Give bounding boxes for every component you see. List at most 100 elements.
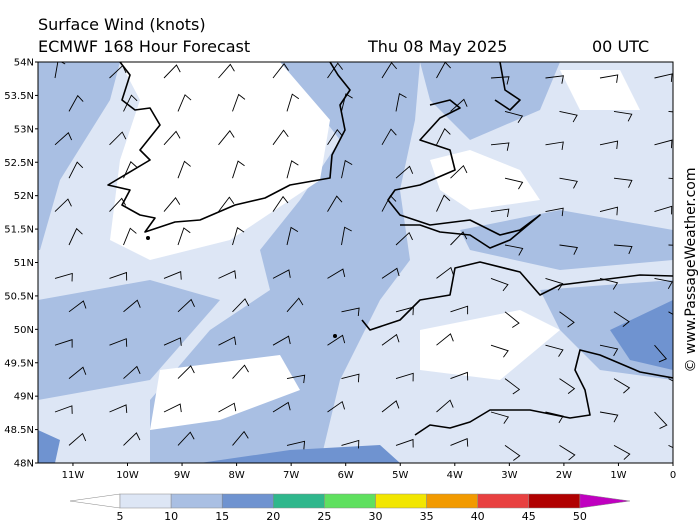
wind-barb	[395, 93, 407, 112]
coast-wales	[387, 99, 541, 249]
wind-barb	[436, 266, 454, 279]
wind-barb	[286, 226, 299, 246]
island-fastnet	[146, 236, 150, 240]
wind-barb	[654, 411, 668, 429]
colorbar-low	[69, 493, 121, 509]
wind-barb	[163, 403, 182, 413]
wind-barb	[654, 344, 668, 363]
lon-label: 0	[670, 470, 676, 481]
shade-strong	[610, 300, 673, 370]
wind-barb	[545, 141, 564, 150]
coast-brittany	[414, 349, 673, 436]
wind-barb	[218, 402, 237, 413]
wind-barb	[232, 298, 250, 313]
wind-barb	[436, 399, 454, 413]
wind-barb	[218, 270, 237, 279]
wind-barb	[232, 160, 245, 179]
colorbar-label: 5	[117, 510, 124, 523]
colorbar-label: 40	[471, 510, 485, 523]
wind-barb	[504, 445, 521, 461]
wind-barb	[177, 431, 195, 446]
wind-barb	[381, 333, 400, 346]
colorbar-segment	[528, 493, 581, 509]
wind-barb	[559, 445, 576, 461]
wind-barb	[123, 94, 138, 112]
wind-barb	[504, 177, 524, 190]
wind-barb	[436, 194, 451, 212]
wind-barb	[381, 128, 397, 146]
wind-barb	[163, 64, 181, 79]
shade-bristol	[460, 210, 673, 270]
lat-label: 49.5N	[4, 358, 34, 369]
wind-barb	[545, 411, 564, 424]
wind-barb	[177, 365, 195, 379]
lon-label: 11W	[62, 470, 85, 481]
wind-barb	[559, 311, 575, 328]
shade-calm-ne	[560, 70, 640, 110]
wind-barb	[613, 311, 630, 327]
wind-barb	[613, 445, 631, 460]
wind-barb	[490, 208, 510, 218]
wind-barb	[450, 98, 468, 112]
shade-irish-sea	[420, 62, 560, 140]
wind-barb	[218, 63, 235, 79]
wind-barb	[232, 93, 246, 112]
lat-label: 48N	[14, 459, 34, 470]
wind-barb	[341, 373, 360, 383]
wind-barb	[450, 438, 469, 447]
wind-barb	[68, 366, 87, 379]
wind-barb	[599, 344, 619, 357]
wind-barb	[504, 378, 521, 395]
wind-barb	[545, 344, 564, 357]
wind-barb	[654, 73, 673, 82]
wind-barb	[654, 277, 673, 290]
colorbar-segment	[170, 493, 223, 509]
wind-barb	[177, 94, 192, 112]
coast-cornwall	[361, 261, 673, 331]
colorbar-segment	[221, 493, 274, 509]
lat-label: 49N	[14, 392, 34, 403]
wind-barb	[123, 161, 138, 179]
colorbar: 5 10 15 20 25 30 35 40 45 50	[69, 493, 630, 523]
wind-barb	[54, 198, 72, 212]
coast-england-north	[494, 62, 521, 111]
wind-barb	[450, 305, 469, 315]
wind-barb	[450, 371, 469, 381]
shade-calm-s	[150, 355, 300, 430]
colorbar-segment	[426, 493, 478, 509]
wind-barb	[504, 311, 520, 328]
colorbar-high	[579, 493, 630, 509]
colorbar-label: 30	[369, 510, 383, 523]
colorbar-label: 25	[317, 510, 331, 523]
shade-southwest	[38, 280, 220, 400]
wind-barb	[341, 159, 353, 179]
wind-barb	[559, 177, 578, 189]
wind-barb	[613, 378, 631, 394]
lat-label: 48.5N	[4, 425, 34, 436]
wind-barb	[395, 306, 414, 316]
wind-barb	[54, 62, 66, 79]
wind-barb	[450, 164, 468, 179]
wind-barb	[68, 300, 87, 313]
wind-barb	[68, 432, 87, 446]
wind-barb	[272, 401, 291, 413]
wind-barb	[327, 62, 343, 79]
wind-barb	[504, 110, 524, 124]
wind-barb	[109, 271, 128, 281]
wind-barb	[613, 177, 633, 188]
wind-barb	[109, 131, 127, 146]
wind-barb	[123, 365, 141, 379]
wind-barb	[490, 411, 510, 424]
wind-barb	[654, 139, 673, 149]
wind-barb	[218, 196, 235, 212]
wind-barb	[286, 93, 300, 112]
wind-barb	[286, 374, 306, 384]
wind-barb	[381, 62, 398, 79]
wind-barbs	[54, 62, 673, 461]
shade-strong-s	[200, 445, 400, 463]
wind-barb	[272, 129, 289, 146]
wind-barb	[599, 140, 619, 150]
wind-barb	[68, 161, 84, 179]
wind-barb	[341, 93, 353, 112]
wind-barb	[109, 338, 128, 347]
